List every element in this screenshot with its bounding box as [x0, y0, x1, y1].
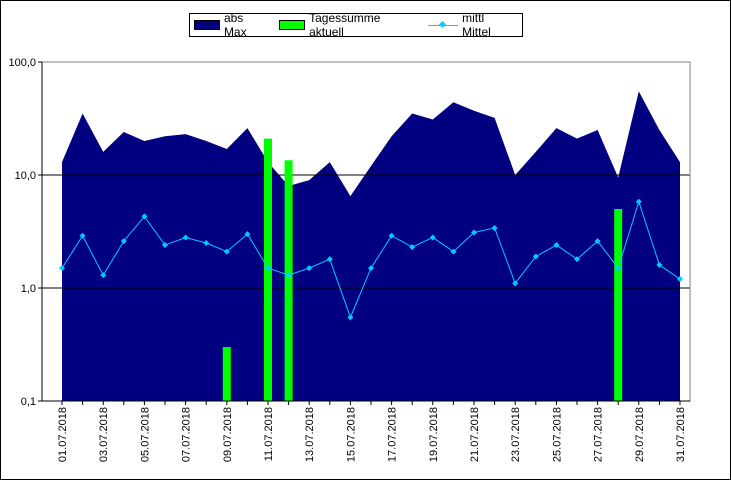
- point-mittl-mittel-26: [594, 238, 601, 245]
- legend-swatch-mittl-mittel: [428, 20, 459, 30]
- point-mittl-mittel-8: [223, 248, 230, 255]
- x-tick-label-4: 09.07.2018: [222, 407, 234, 462]
- point-mittl-mittel-20: [471, 229, 477, 236]
- x-tick-label-15: 31.07.2018: [675, 407, 687, 462]
- point-mittl-mittel-19: [450, 248, 457, 255]
- point-mittl-mittel-3: [120, 238, 127, 245]
- point-mittl-mittel-14: [347, 314, 354, 321]
- x-tick-label-9: 19.07.2018: [428, 407, 440, 462]
- bar-tagessumme-27: [614, 209, 623, 401]
- x-tick-label-5: 11.07.2018: [263, 407, 275, 461]
- x-tick-label-0: 01.07.2018: [57, 407, 69, 462]
- legend-item-mittl-mittel: mittl Mittel: [428, 11, 516, 39]
- point-mittl-mittel-15: [368, 265, 374, 272]
- bar-tagessumme-11: [284, 160, 293, 401]
- point-mittl-mittel-0: [59, 265, 65, 272]
- point-mittl-mittel-18: [429, 234, 436, 241]
- point-mittl-mittel-7: [203, 240, 210, 247]
- x-tick-label-14: 29.07.2018: [634, 407, 646, 462]
- point-mittl-mittel-30: [677, 276, 683, 283]
- point-mittl-mittel-22: [512, 280, 519, 287]
- legend-label-tagessumme: Tagessumme aktuell: [309, 11, 381, 39]
- bar-tagessumme-8: [222, 347, 231, 401]
- point-mittl-mittel-28: [635, 198, 642, 205]
- x-tick-label-13: 27.07.2018: [593, 407, 605, 462]
- point-mittl-mittel-24: [553, 242, 560, 249]
- point-mittl-mittel-17: [409, 244, 416, 251]
- x-tick-label-7: 15.07.2018: [345, 407, 357, 462]
- legend-item-tagessumme: Tagessumme aktuell: [279, 11, 418, 39]
- point-mittl-mittel-10: [265, 265, 271, 272]
- legend: abs Max Tagessumme aktuell mittl Mittel: [189, 11, 523, 39]
- point-mittl-mittel-23: [532, 253, 539, 260]
- y-tick-label-0: 0,1: [21, 396, 36, 408]
- legend-label-mittl-mittel: mittl Mittel: [462, 11, 491, 39]
- legend-swatch-tagessumme: [279, 20, 306, 30]
- area-abs-max: [62, 91, 680, 401]
- x-tick-label-8: 17.07.2018: [387, 407, 399, 462]
- point-mittl-mittel-6: [182, 234, 189, 241]
- point-mittl-mittel-16: [388, 232, 395, 239]
- point-mittl-mittel-9: [244, 231, 251, 238]
- point-mittl-mittel-11: [285, 272, 292, 279]
- point-mittl-mittel-5: [162, 242, 168, 249]
- point-mittl-mittel-2: [100, 272, 107, 279]
- x-tick-label-1: 03.07.2018: [98, 407, 110, 462]
- legend-item-abs-max: abs Max: [194, 11, 269, 39]
- point-mittl-mittel-1: [79, 232, 86, 239]
- x-tick-label-12: 25.07.2018: [551, 407, 563, 462]
- x-tick-label-6: 13.07.2018: [304, 407, 316, 462]
- point-mittl-mittel-4: [141, 213, 148, 220]
- point-mittl-mittel-27: [615, 265, 622, 272]
- y-tick-label-2: 10,0: [15, 170, 36, 182]
- x-tick-label-10: 21.07.2018: [469, 407, 481, 462]
- legend-swatch-abs-max: [194, 20, 220, 30]
- point-mittl-mittel-29: [656, 261, 663, 268]
- y-tick-label-1: 1,0: [21, 283, 36, 295]
- point-mittl-mittel-21: [491, 224, 498, 231]
- point-mittl-mittel-12: [306, 265, 313, 272]
- x-tick-label-2: 05.07.2018: [139, 407, 151, 462]
- legend-label-abs-max: abs Max: [223, 11, 247, 39]
- y-tick-label-3: 100,0: [8, 57, 36, 69]
- x-tick-label-3: 07.07.2018: [181, 407, 193, 462]
- point-mittl-mittel-13: [326, 256, 333, 263]
- x-tick-label-11: 23.07.2018: [510, 407, 522, 462]
- point-mittl-mittel-25: [574, 256, 580, 263]
